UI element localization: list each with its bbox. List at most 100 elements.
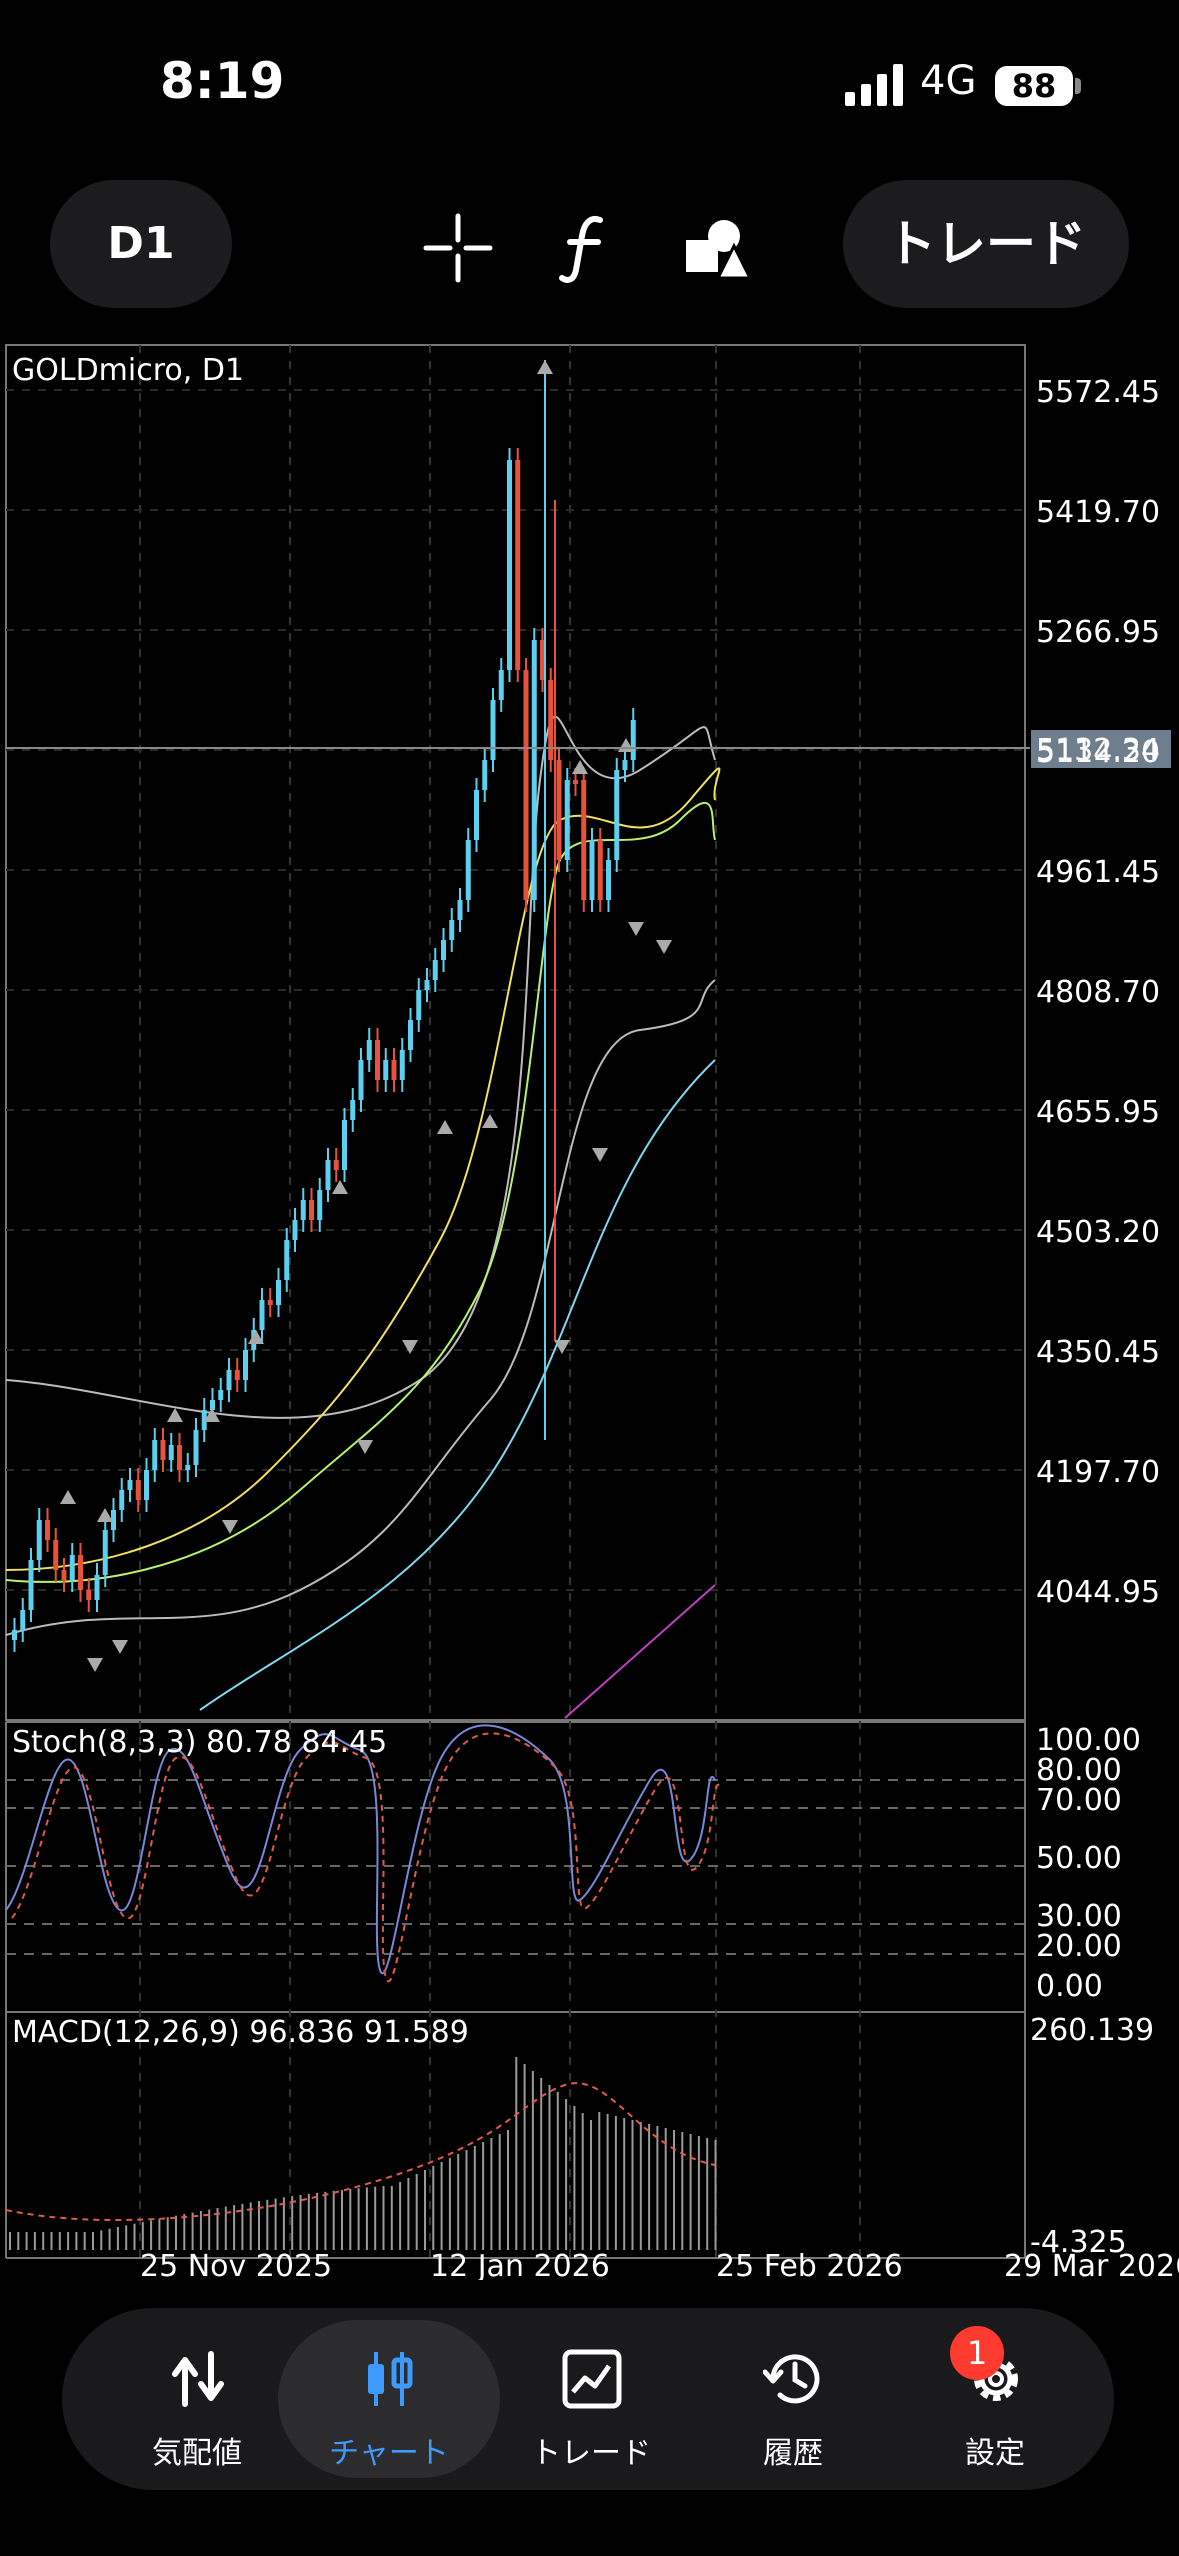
candle-down	[375, 1040, 380, 1080]
candle-down	[597, 840, 603, 900]
candle-up	[358, 1060, 364, 1100]
tab-quotes[interactable]: 気配値	[92, 2308, 302, 2490]
price-tick: 5266.95	[1036, 615, 1160, 650]
fractal-down-arrow	[222, 1520, 238, 1534]
candle-up	[441, 940, 446, 960]
fractal-up-arrow	[97, 1508, 113, 1522]
stoch-tick: 50.00	[1036, 1841, 1122, 1876]
candle-up	[28, 1560, 34, 1610]
date-tick: 29 Mar 2026	[1004, 2249, 1179, 2280]
candle-up	[408, 1020, 413, 1050]
candle-down	[160, 1440, 166, 1460]
candle-up	[564, 780, 570, 860]
candle-up	[383, 1060, 389, 1080]
bollinger-upper	[5, 715, 716, 1419]
candle-up	[69, 1555, 75, 1580]
candle-up	[292, 1220, 298, 1240]
date-tick: 25 Nov 2025	[140, 2249, 332, 2280]
candle-up	[152, 1440, 158, 1470]
tab-label-trade: トレード	[531, 2436, 651, 2471]
quotes-icon	[172, 2351, 224, 2407]
fractal-up-arrow	[204, 1408, 220, 1422]
candle-up	[325, 1160, 331, 1190]
candle-down	[391, 1060, 397, 1080]
price-tick: 4197.70	[1036, 1455, 1160, 1490]
ma-mid	[5, 802, 716, 1583]
network-type: 4G	[920, 58, 977, 104]
candle-down	[267, 1300, 273, 1305]
ma-slow	[199, 1059, 716, 1711]
fractal-up-arrow	[437, 1120, 453, 1134]
candle-up	[424, 980, 430, 990]
fractal-up-arrow	[332, 1180, 348, 1194]
candle-up	[12, 1630, 17, 1640]
tab-label-history: 履歴	[763, 2436, 823, 2471]
price-tick: 4808.70	[1036, 975, 1160, 1010]
candle-down	[333, 1160, 339, 1170]
candle-up	[449, 920, 455, 940]
fractal-up-arrow	[248, 1330, 264, 1344]
current-price-box	[1031, 730, 1171, 768]
price-tick: 4503.20	[1036, 1215, 1160, 1250]
candle-down	[86, 1590, 92, 1600]
chart-toolbar: D1 トレード	[0, 170, 1179, 340]
current-price-label: 5132.34	[1036, 733, 1160, 768]
candle-up	[144, 1470, 149, 1500]
candle-up	[399, 1050, 405, 1080]
candle-up	[350, 1100, 356, 1120]
macd-label: MACD(12,26,9) 96.836 91.589	[12, 2015, 469, 2050]
candle-up	[606, 860, 611, 900]
tab-trade[interactable]: トレード	[486, 2308, 696, 2490]
fractal-down-arrow	[592, 1148, 608, 1162]
price-tick: 5419.70	[1036, 495, 1160, 530]
tab-label-chart: チャート	[329, 2436, 449, 2471]
candle-up	[111, 1510, 116, 1530]
candle-up	[630, 720, 636, 760]
fractal-up-arrow	[167, 1408, 183, 1422]
candle-up	[490, 700, 496, 760]
price-tick: 4350.45	[1036, 1335, 1160, 1370]
tab-history[interactable]: 履歴	[688, 2308, 898, 2490]
battery-icon	[1075, 78, 1081, 94]
fractal-down-arrow	[656, 940, 672, 954]
candle-up	[342, 1120, 347, 1170]
candle-down	[78, 1555, 83, 1590]
candle-up	[276, 1280, 281, 1305]
candle-up	[366, 1040, 372, 1060]
tab-label-quotes: 気配値	[152, 2436, 242, 2471]
timeframe-button[interactable]: D1	[50, 180, 232, 308]
crosshair-icon[interactable]	[420, 210, 496, 286]
tab-chart[interactable]: チャート	[278, 2320, 500, 2478]
candle-up	[474, 790, 479, 840]
trade-button[interactable]: トレード	[843, 180, 1129, 308]
price-tick: 4655.95	[1036, 1095, 1160, 1130]
history-icon	[763, 2354, 820, 2404]
price-tick: 4044.95	[1036, 1575, 1160, 1610]
candle-up	[589, 840, 595, 900]
price-chart[interactable]: 5132.34 GOLDmicro, D1 Stoch(8,3,3) 80.78…	[0, 340, 1179, 2280]
bottom-tab-bar: 気配値 チャート トレード 履歴 設定	[62, 2308, 1114, 2490]
candle-up	[300, 1200, 306, 1220]
candle-up	[531, 640, 537, 900]
date-tick: 25 Feb 2026	[716, 2249, 903, 2280]
candle-up	[432, 960, 438, 980]
candle-up	[226, 1370, 232, 1390]
candle-up	[259, 1300, 265, 1330]
fractal-up-arrow	[537, 360, 553, 374]
candle-up	[465, 840, 471, 900]
candle-up	[201, 1410, 207, 1430]
candle-down	[515, 460, 521, 670]
objects-icon[interactable]	[678, 210, 754, 286]
candle-down	[573, 780, 578, 784]
stoch-tick: 100.00	[1036, 1723, 1141, 1758]
candle-up	[498, 670, 504, 700]
function-icon[interactable]	[548, 210, 624, 286]
date-tick: 12 Jan 2026	[430, 2249, 610, 2280]
candle-up	[507, 460, 512, 670]
fractal-up-arrow	[572, 760, 588, 774]
trade-chart-icon	[562, 2349, 622, 2409]
candle-down	[581, 780, 587, 900]
candle-up	[482, 760, 488, 790]
fractal-up-arrow	[60, 1490, 76, 1504]
signal-icon	[845, 64, 903, 106]
